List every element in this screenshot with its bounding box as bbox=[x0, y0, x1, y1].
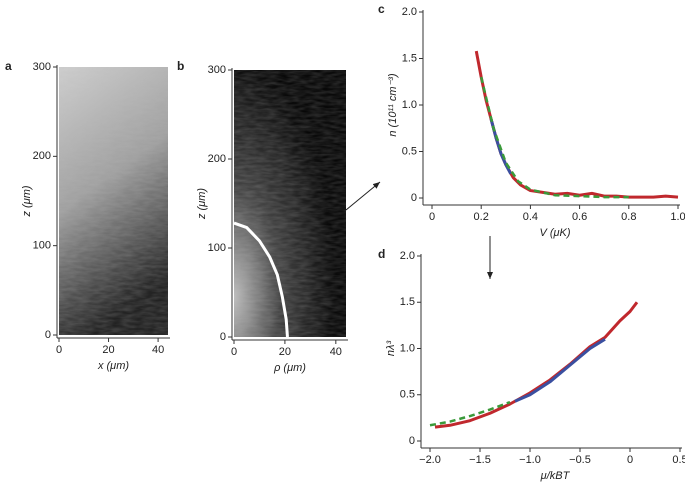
x-tick-label: 0 bbox=[429, 211, 435, 223]
line bbox=[514, 337, 606, 403]
x-tick-label: 20 bbox=[279, 346, 291, 358]
y-tick-label: 300 bbox=[208, 64, 226, 76]
image-texture bbox=[234, 70, 346, 337]
panel-label: c bbox=[378, 2, 385, 16]
y-tick-label: 100 bbox=[208, 242, 226, 254]
line bbox=[479, 76, 629, 199]
y-axis-label: z (μm) bbox=[21, 185, 33, 217]
x-tick-label: 20 bbox=[102, 344, 114, 356]
x-tick-label: 0.4 bbox=[523, 211, 538, 223]
y-tick-label: 200 bbox=[208, 153, 226, 165]
panel-label: a bbox=[5, 59, 12, 73]
x-tick-label: −1.0 bbox=[519, 454, 541, 466]
x-tick-label: 0 bbox=[231, 346, 237, 358]
x-axis-label: x (μm) bbox=[97, 360, 129, 372]
y-tick-label: 300 bbox=[33, 61, 51, 73]
x-axis-label: μ/kBT bbox=[540, 470, 571, 482]
x-tick-label: 0.2 bbox=[474, 211, 489, 223]
arrow bbox=[345, 181, 381, 211]
y-axis-label: z (μm) bbox=[196, 188, 208, 220]
x-tick-label: 1.0 bbox=[670, 211, 685, 223]
y-tick-label: 2.0 bbox=[402, 6, 417, 18]
line bbox=[429, 400, 511, 427]
y-tick-label: 0 bbox=[45, 329, 51, 341]
x-tick-label: 0.6 bbox=[572, 211, 587, 223]
y-tick-label: 0.5 bbox=[402, 145, 417, 157]
panel-label: b bbox=[177, 59, 184, 73]
y-tick-label: 0 bbox=[220, 331, 226, 343]
y-tick-label: 100 bbox=[33, 240, 51, 252]
y-tick-label: 1.0 bbox=[400, 342, 415, 354]
y-tick-label: 1.5 bbox=[402, 52, 417, 64]
x-axis-label: ρ (μm) bbox=[273, 362, 306, 374]
x-tick-label: −2.0 bbox=[419, 454, 441, 466]
x-tick-label: 40 bbox=[330, 346, 342, 358]
x-axis-label: V (μK) bbox=[539, 227, 570, 239]
y-tick-label: 200 bbox=[33, 150, 51, 162]
x-tick-label: 0 bbox=[56, 344, 62, 356]
x-tick-label: −0.5 bbox=[569, 454, 591, 466]
y-tick-label: 1.5 bbox=[400, 296, 415, 308]
x-tick-label: 0 bbox=[627, 454, 633, 466]
y-tick-label: 1.0 bbox=[402, 99, 417, 111]
y-tick-label: 0 bbox=[409, 435, 415, 447]
y-tick-label: 0.5 bbox=[400, 389, 415, 401]
line bbox=[434, 301, 639, 429]
y-axis-label: nλ³ bbox=[385, 341, 397, 357]
x-tick-label: −1.5 bbox=[469, 454, 491, 466]
y-tick-label: 2.0 bbox=[400, 250, 415, 262]
line bbox=[233, 221, 289, 338]
y-tick-label: 0 bbox=[411, 192, 417, 204]
x-tick-label: 40 bbox=[152, 344, 164, 356]
image-texture bbox=[59, 67, 168, 335]
y-axis-label: n (10¹¹ cm⁻³) bbox=[387, 73, 399, 137]
line bbox=[474, 50, 679, 199]
x-tick-label: 0.8 bbox=[621, 211, 636, 223]
panel-label: d bbox=[378, 247, 385, 261]
x-tick-label: 0.5 bbox=[672, 454, 685, 466]
